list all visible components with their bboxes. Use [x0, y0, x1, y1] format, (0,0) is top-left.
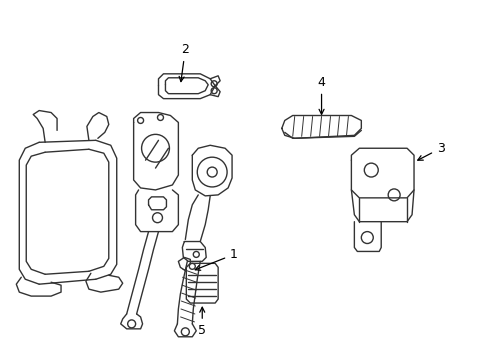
Text: 5: 5	[198, 307, 206, 337]
Text: 3: 3	[417, 142, 444, 160]
Text: 1: 1	[195, 248, 238, 270]
Text: 4: 4	[317, 76, 325, 114]
Text: 2: 2	[179, 43, 189, 82]
